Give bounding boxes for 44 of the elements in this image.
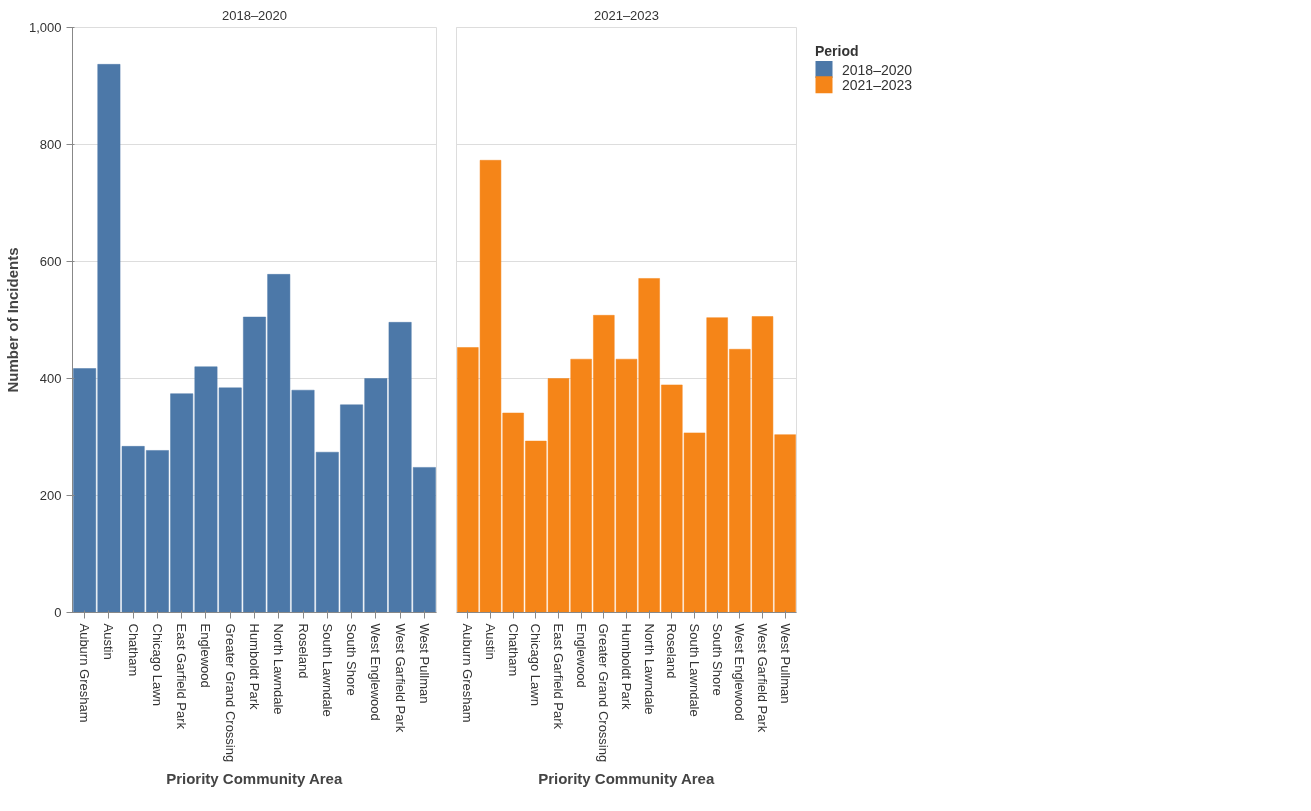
x-tick-label: South Lawndale — [687, 623, 702, 717]
x-tick-label: West Englewood — [368, 623, 384, 721]
x-tick-label: Austin — [483, 623, 498, 660]
x-tick-label: West Englewood — [732, 623, 748, 721]
x-tick-label: Greater Grand Crossing — [596, 623, 612, 763]
y-tick-label: 800 — [39, 137, 62, 152]
chart-title: 2021–2023 — [593, 7, 660, 23]
x-tick-label: Auburn Gresham — [460, 623, 476, 723]
x-tick-label: South Shore — [344, 623, 360, 696]
y-tick-label: 400 — [39, 371, 62, 386]
x-tick-label: Chicago Lawn — [528, 623, 544, 706]
x-tick-label: West Garfield Park — [755, 623, 770, 733]
legend-label: 2018–2020 — [842, 61, 913, 78]
x-axis-title: Priority Community Area — [166, 770, 343, 788]
x-tick-label: South Lawndale — [319, 623, 335, 717]
x-tick-label: East Garfield Park — [174, 623, 190, 730]
x-tick-label: South Shore — [709, 623, 725, 696]
x-tick-label: East Garfield Park — [551, 623, 566, 730]
y-tick-label: 200 — [39, 488, 62, 503]
chart-title: 2018–2020 — [221, 7, 288, 23]
x-tick-label: West Garfield Park — [392, 623, 408, 733]
legend-label: 2021–2023 — [842, 76, 913, 93]
x-tick-label: North Lawndale — [641, 623, 657, 715]
x-tick-label: Greater Grand Crossing — [222, 623, 238, 763]
x-tick-label: North Lawndale — [271, 623, 287, 715]
x-tick-label: Humboldt Park — [619, 623, 634, 710]
x-tick-label: Roseland — [295, 623, 311, 679]
y-tick-label: 0 — [54, 605, 62, 620]
x-tick-label: Chatham — [125, 623, 141, 677]
legend-title: Period — [815, 42, 859, 59]
x-tick-label: West Pullman — [777, 623, 793, 704]
y-axis-title: Number of Incidents — [3, 247, 21, 393]
x-tick-label: Humboldt Park — [247, 623, 262, 710]
y-tick-label: 600 — [39, 254, 62, 269]
x-tick-label: Englewood — [573, 623, 589, 688]
x-tick-label: Chatham — [505, 623, 521, 677]
x-axis-title: Priority Community Area — [538, 770, 715, 788]
x-tick-label: Englewood — [198, 623, 214, 688]
x-tick-label: Chicago Lawn — [149, 623, 165, 706]
x-tick-label: Auburn Gresham — [77, 623, 93, 723]
y-tick-label: 1,000 — [28, 20, 62, 35]
x-tick-label: Roseland — [664, 623, 680, 679]
x-tick-label: West Pullman — [416, 623, 432, 704]
x-tick-label: Austin — [101, 623, 117, 660]
